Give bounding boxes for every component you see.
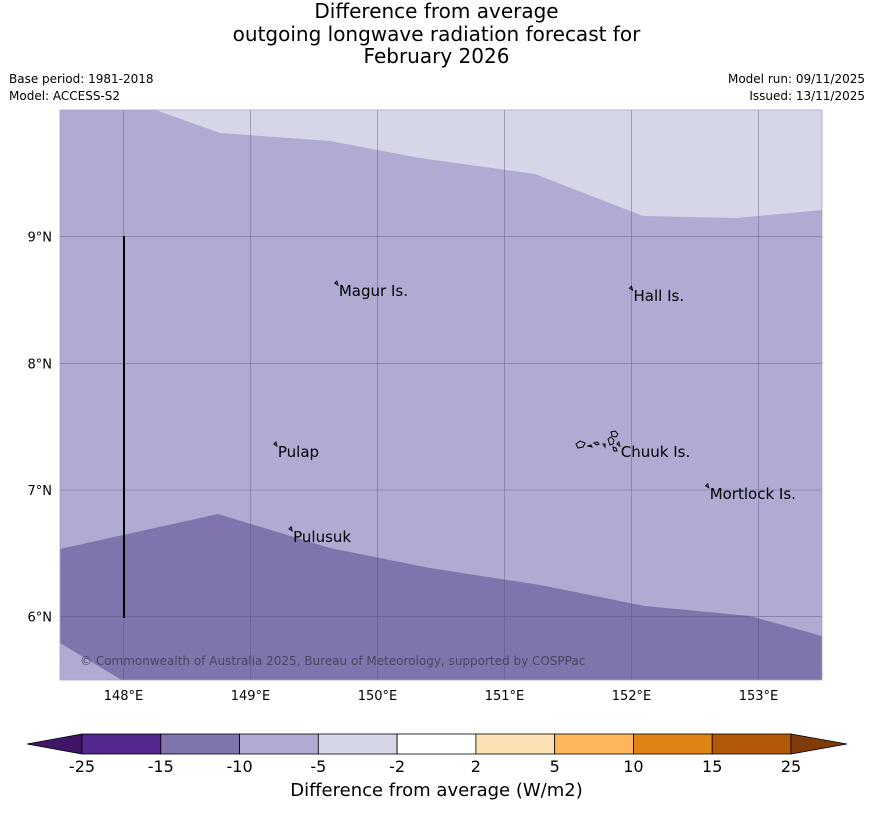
map-plot-area: Magur Is. Hall Is. Pulap Chuuk Is. Mortlock … <box>60 110 822 680</box>
colorbar-segment <box>554 733 634 755</box>
island-mark <box>288 525 293 533</box>
longitude-label: 151°E <box>485 689 525 704</box>
colorbar-segment <box>160 733 240 755</box>
title-line-2: outgoing longwave radiation forecast for <box>232 21 641 46</box>
colorbar-segment <box>239 733 319 755</box>
base-period: Base period: 1981-2018 <box>9 72 154 86</box>
colorbar-tick-label: -2 <box>389 757 405 776</box>
colorbar-tick-label: 25 <box>781 757 801 776</box>
latitude-labels: 9°N 8°N 7°N 6°N <box>28 231 53 626</box>
longitude-labels: 148°E 149°E 150°E 151°E 152°E 153°E <box>104 689 779 704</box>
island-mark <box>616 441 621 448</box>
latitude-label: 7°N <box>28 484 53 499</box>
title-line-1: Difference from average <box>314 0 559 23</box>
longitude-label: 153°E <box>739 689 779 704</box>
colorbar-tick-label: 2 <box>471 757 481 776</box>
title-line-3: February 2026 <box>363 44 510 68</box>
place-label: Pulap <box>278 443 319 461</box>
model-run: Model run: 09/11/2025 <box>727 72 865 86</box>
colorbar-tick-label: -10 <box>226 757 252 776</box>
place-label: Pulusuk <box>293 528 351 546</box>
colorbar-title: Difference from average (W/m2) <box>290 780 583 801</box>
map-frame <box>59 109 823 681</box>
colorbar-segment <box>633 733 713 755</box>
longitude-label: 152°E <box>612 689 652 704</box>
colorbar-tick-label: -25 <box>69 757 95 776</box>
colorbar-tick-label: -5 <box>310 757 326 776</box>
place-label: Chuuk Is. <box>621 443 690 461</box>
colorbar-extend-high <box>790 733 848 755</box>
longitude-label: 148°E <box>104 689 144 704</box>
place-label: Magur Is. <box>339 282 408 300</box>
model-name: Model: ACCESS-S2 <box>9 89 121 103</box>
colorbar-extend-low <box>26 733 83 755</box>
chuuk-lagoon-islands <box>575 430 619 452</box>
latitude-label: 8°N <box>28 357 53 372</box>
colorbar: -25 -15 -10 -5 -2 2 5 10 15 25 <box>26 733 848 776</box>
meta-left: Base period: 1981-2018 Model: ACCESS-S2 <box>9 71 154 105</box>
island-mark <box>334 280 339 287</box>
latitude-label: 6°N <box>28 611 53 626</box>
colorbar-segment <box>711 733 792 755</box>
colorbar-tick-label: 5 <box>550 757 560 776</box>
island-mark <box>704 482 710 489</box>
issued-date: Issued: 13/11/2025 <box>749 89 865 103</box>
chart-title: Difference from average outgoing longwav… <box>0 0 873 68</box>
colorbar-segment <box>317 733 398 755</box>
meta-right: Model run: 09/11/2025 Issued: 13/11/2025 <box>728 71 865 105</box>
place-labels: Magur Is. Hall Is. Pulap Chuuk Is. Mortlock … <box>273 280 796 546</box>
colorbar-segment <box>475 733 556 755</box>
island-mark <box>628 285 634 292</box>
island-mark <box>273 441 278 448</box>
colorbar-segment <box>81 733 162 755</box>
latitude-label: 9°N <box>28 231 53 246</box>
colorbar-tick-label: -15 <box>148 757 174 776</box>
colorbar-tick-label: 15 <box>702 757 722 776</box>
longitude-label: 150°E <box>358 689 398 704</box>
longitude-label: 149°E <box>231 689 271 704</box>
place-label: Mortlock Is. <box>710 485 796 503</box>
colorbar-tick-label: 10 <box>623 757 643 776</box>
copyright-notice: © Commonwealth of Australia 2025, Bureau… <box>80 654 585 668</box>
colorbar-segment <box>396 733 477 755</box>
place-label: Hall Is. <box>634 287 685 305</box>
anomaly-band-minus5-minus2 <box>155 110 822 218</box>
